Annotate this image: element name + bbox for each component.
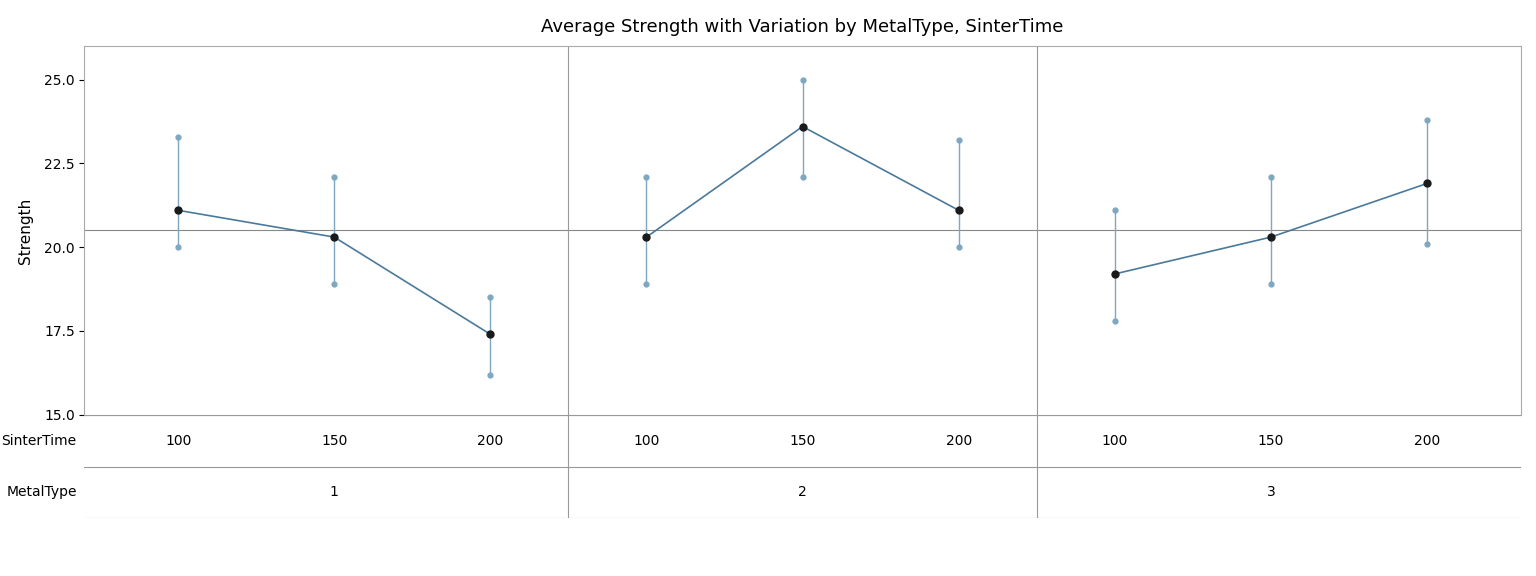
Y-axis label: Strength: Strength [18, 197, 32, 264]
Text: 150: 150 [321, 434, 347, 448]
Text: 100: 100 [164, 434, 192, 448]
Text: MetalType: MetalType [6, 486, 77, 499]
Title: Average Strength with Variation by MetalType, SinterTime: Average Strength with Variation by Metal… [541, 18, 1064, 36]
Text: 1: 1 [330, 486, 338, 499]
Text: 200: 200 [946, 434, 972, 448]
Text: 100: 100 [633, 434, 659, 448]
Text: 150: 150 [1258, 434, 1284, 448]
Text: SinterTime: SinterTime [2, 434, 77, 448]
Text: 100: 100 [1101, 434, 1127, 448]
Text: 150: 150 [790, 434, 816, 448]
Text: 3: 3 [1267, 486, 1275, 499]
Text: 2: 2 [799, 486, 806, 499]
Text: 200: 200 [1413, 434, 1441, 448]
Text: 200: 200 [478, 434, 504, 448]
